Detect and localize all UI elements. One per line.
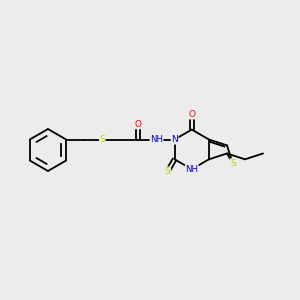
Text: N: N xyxy=(171,135,178,144)
Text: S: S xyxy=(99,135,105,144)
Text: NH: NH xyxy=(150,135,163,144)
Text: S: S xyxy=(165,167,170,176)
Text: S: S xyxy=(230,159,236,168)
Text: O: O xyxy=(135,120,142,129)
Text: NH: NH xyxy=(185,165,198,174)
Text: O: O xyxy=(188,110,195,119)
